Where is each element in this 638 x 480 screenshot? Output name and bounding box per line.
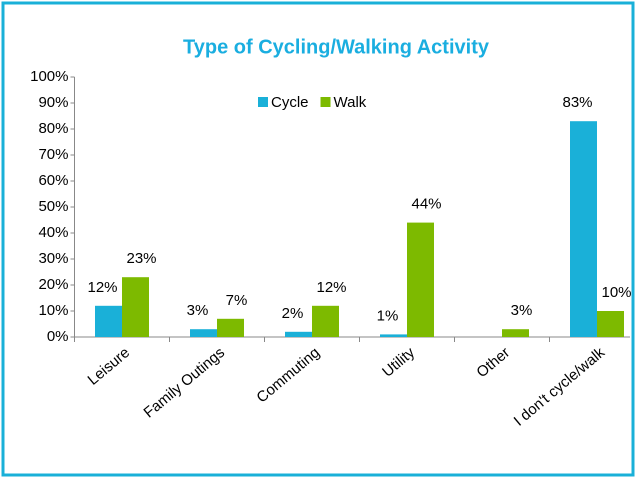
y-tick-label: 0% bbox=[47, 328, 69, 345]
data-label: 7% bbox=[226, 292, 248, 309]
data-label: 12% bbox=[316, 279, 346, 296]
legend-swatch bbox=[320, 97, 331, 107]
y-tick-label: 90% bbox=[38, 94, 68, 111]
bar bbox=[502, 329, 529, 337]
data-label: 1% bbox=[377, 307, 399, 324]
bar bbox=[217, 318, 244, 337]
bar bbox=[407, 222, 434, 337]
bar bbox=[190, 329, 217, 337]
data-label: 10% bbox=[601, 284, 631, 301]
y-tick-label: 70% bbox=[38, 146, 68, 163]
data-label: 3% bbox=[511, 302, 533, 319]
data-label: 83% bbox=[562, 94, 592, 111]
y-tick-label: 10% bbox=[38, 302, 68, 319]
data-label: 23% bbox=[126, 250, 156, 267]
bar bbox=[570, 121, 597, 337]
y-tick-label: 40% bbox=[38, 224, 68, 241]
bar bbox=[312, 305, 339, 337]
y-tick-label: 80% bbox=[38, 120, 68, 137]
legend-swatch bbox=[258, 97, 268, 107]
data-label: 12% bbox=[87, 279, 117, 296]
chart-title: Type of Cycling/Walking Activity bbox=[183, 36, 490, 58]
y-tick-label: 30% bbox=[38, 250, 68, 267]
data-label: 3% bbox=[187, 302, 209, 319]
bar bbox=[597, 311, 624, 337]
bar bbox=[95, 305, 122, 337]
bar bbox=[380, 334, 407, 337]
bar bbox=[122, 277, 149, 337]
bar bbox=[285, 331, 312, 337]
legend-label: Walk bbox=[334, 94, 367, 111]
data-label: 2% bbox=[282, 305, 304, 322]
y-tick-label: 20% bbox=[38, 276, 68, 293]
data-label: 44% bbox=[411, 196, 441, 213]
y-tick-label: 60% bbox=[38, 172, 68, 189]
y-tick-label: 50% bbox=[38, 198, 68, 215]
y-tick-label: 100% bbox=[30, 68, 68, 85]
legend-label: Cycle bbox=[271, 94, 309, 111]
